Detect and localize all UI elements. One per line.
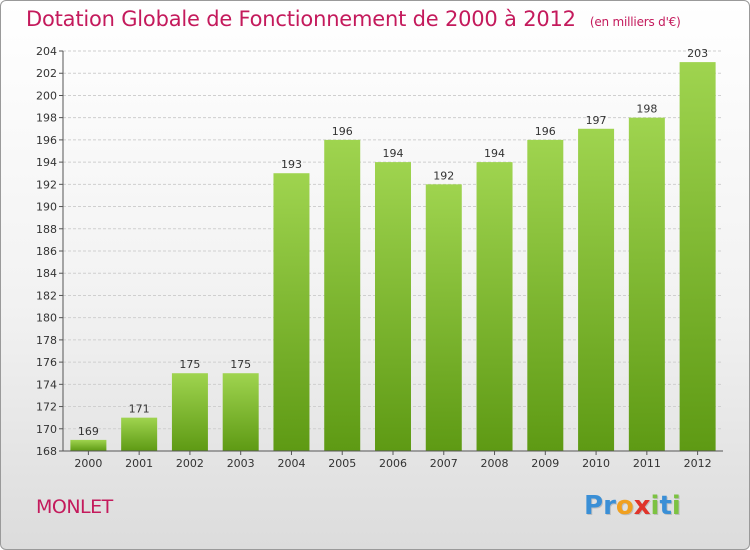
- x-tick-label: 2007: [430, 457, 458, 470]
- x-tick-label: 2002: [176, 457, 204, 470]
- logo-letter: i: [650, 491, 660, 521]
- data-label: 171: [129, 403, 150, 416]
- data-label: 194: [383, 147, 404, 160]
- y-tick-label: 170: [36, 423, 57, 436]
- logo-letter: o: [615, 491, 634, 521]
- y-tick-label: 200: [36, 89, 57, 102]
- data-label: 197: [586, 114, 607, 127]
- chart-title: Dotation Globale de Fonctionnement de 20…: [26, 7, 681, 31]
- axes: 1681701721741761781801821841861881901921…: [36, 45, 723, 470]
- data-label: 192: [433, 169, 454, 182]
- bar: [527, 139, 564, 451]
- data-label: 203: [687, 47, 708, 60]
- x-tick-label: 2008: [481, 457, 509, 470]
- y-tick-label: 198: [36, 112, 57, 125]
- data-label: 194: [484, 147, 505, 160]
- title-text: Dotation Globale de Fonctionnement de 20…: [26, 7, 576, 31]
- bar: [375, 162, 411, 451]
- bar: [476, 162, 513, 451]
- y-tick-label: 172: [36, 401, 57, 414]
- data-label: 196: [332, 125, 353, 138]
- city-name: MONLET: [36, 496, 113, 518]
- bars: 169 171 175 175 193 196 194 192 194 196 197 198 203: [70, 47, 716, 452]
- x-tick-label: 2011: [633, 457, 661, 470]
- logo-letter: i: [671, 491, 681, 521]
- y-tick-label: 202: [36, 67, 57, 80]
- bar: [578, 128, 615, 451]
- y-tick-label: 168: [36, 445, 57, 458]
- x-tick-label: 2009: [531, 457, 559, 470]
- bar: [628, 117, 665, 452]
- x-tick-label: 2010: [582, 457, 610, 470]
- bar: [273, 173, 310, 451]
- x-tick-label: 2001: [125, 457, 153, 470]
- bar: [121, 417, 158, 451]
- bar: [171, 373, 208, 451]
- logo-letter: t: [659, 491, 672, 521]
- x-tick-label: 2003: [227, 457, 255, 470]
- logo-letter: r: [603, 491, 616, 521]
- y-tick-label: 196: [36, 134, 57, 147]
- y-tick-label: 188: [36, 223, 57, 236]
- logo-letter: x: [633, 491, 651, 521]
- bar: [70, 439, 107, 451]
- x-tick-label: 2012: [684, 457, 712, 470]
- bar: [222, 373, 259, 451]
- y-tick-label: 190: [36, 201, 57, 214]
- y-tick-label: 186: [36, 245, 57, 258]
- y-tick-label: 184: [36, 267, 57, 280]
- y-tick-label: 176: [36, 356, 57, 369]
- proxiti-logo[interactable]: Proxiti: [584, 491, 681, 521]
- data-label: 193: [281, 158, 302, 171]
- unit-label: (en milliers d'€): [589, 15, 681, 29]
- x-tick-label: 2004: [277, 457, 305, 470]
- x-tick-label: 2000: [74, 457, 102, 470]
- data-label: 169: [78, 425, 99, 438]
- y-tick-label: 192: [36, 178, 57, 191]
- bar: [324, 139, 361, 451]
- bar: [679, 62, 716, 451]
- x-tick-label: 2005: [328, 457, 356, 470]
- bar: [425, 184, 462, 452]
- data-label: 198: [636, 103, 657, 116]
- x-tick-label: 2006: [379, 457, 407, 470]
- y-tick-label: 174: [36, 378, 57, 391]
- data-label: 196: [535, 125, 556, 138]
- y-tick-label: 182: [36, 289, 57, 302]
- y-tick-label: 178: [36, 334, 57, 347]
- y-tick-label: 180: [36, 312, 57, 325]
- y-tick-label: 204: [36, 45, 57, 58]
- data-label: 175: [230, 358, 251, 371]
- logo-letter: P: [584, 491, 604, 521]
- data-label: 175: [179, 358, 200, 371]
- y-tick-label: 194: [36, 156, 57, 169]
